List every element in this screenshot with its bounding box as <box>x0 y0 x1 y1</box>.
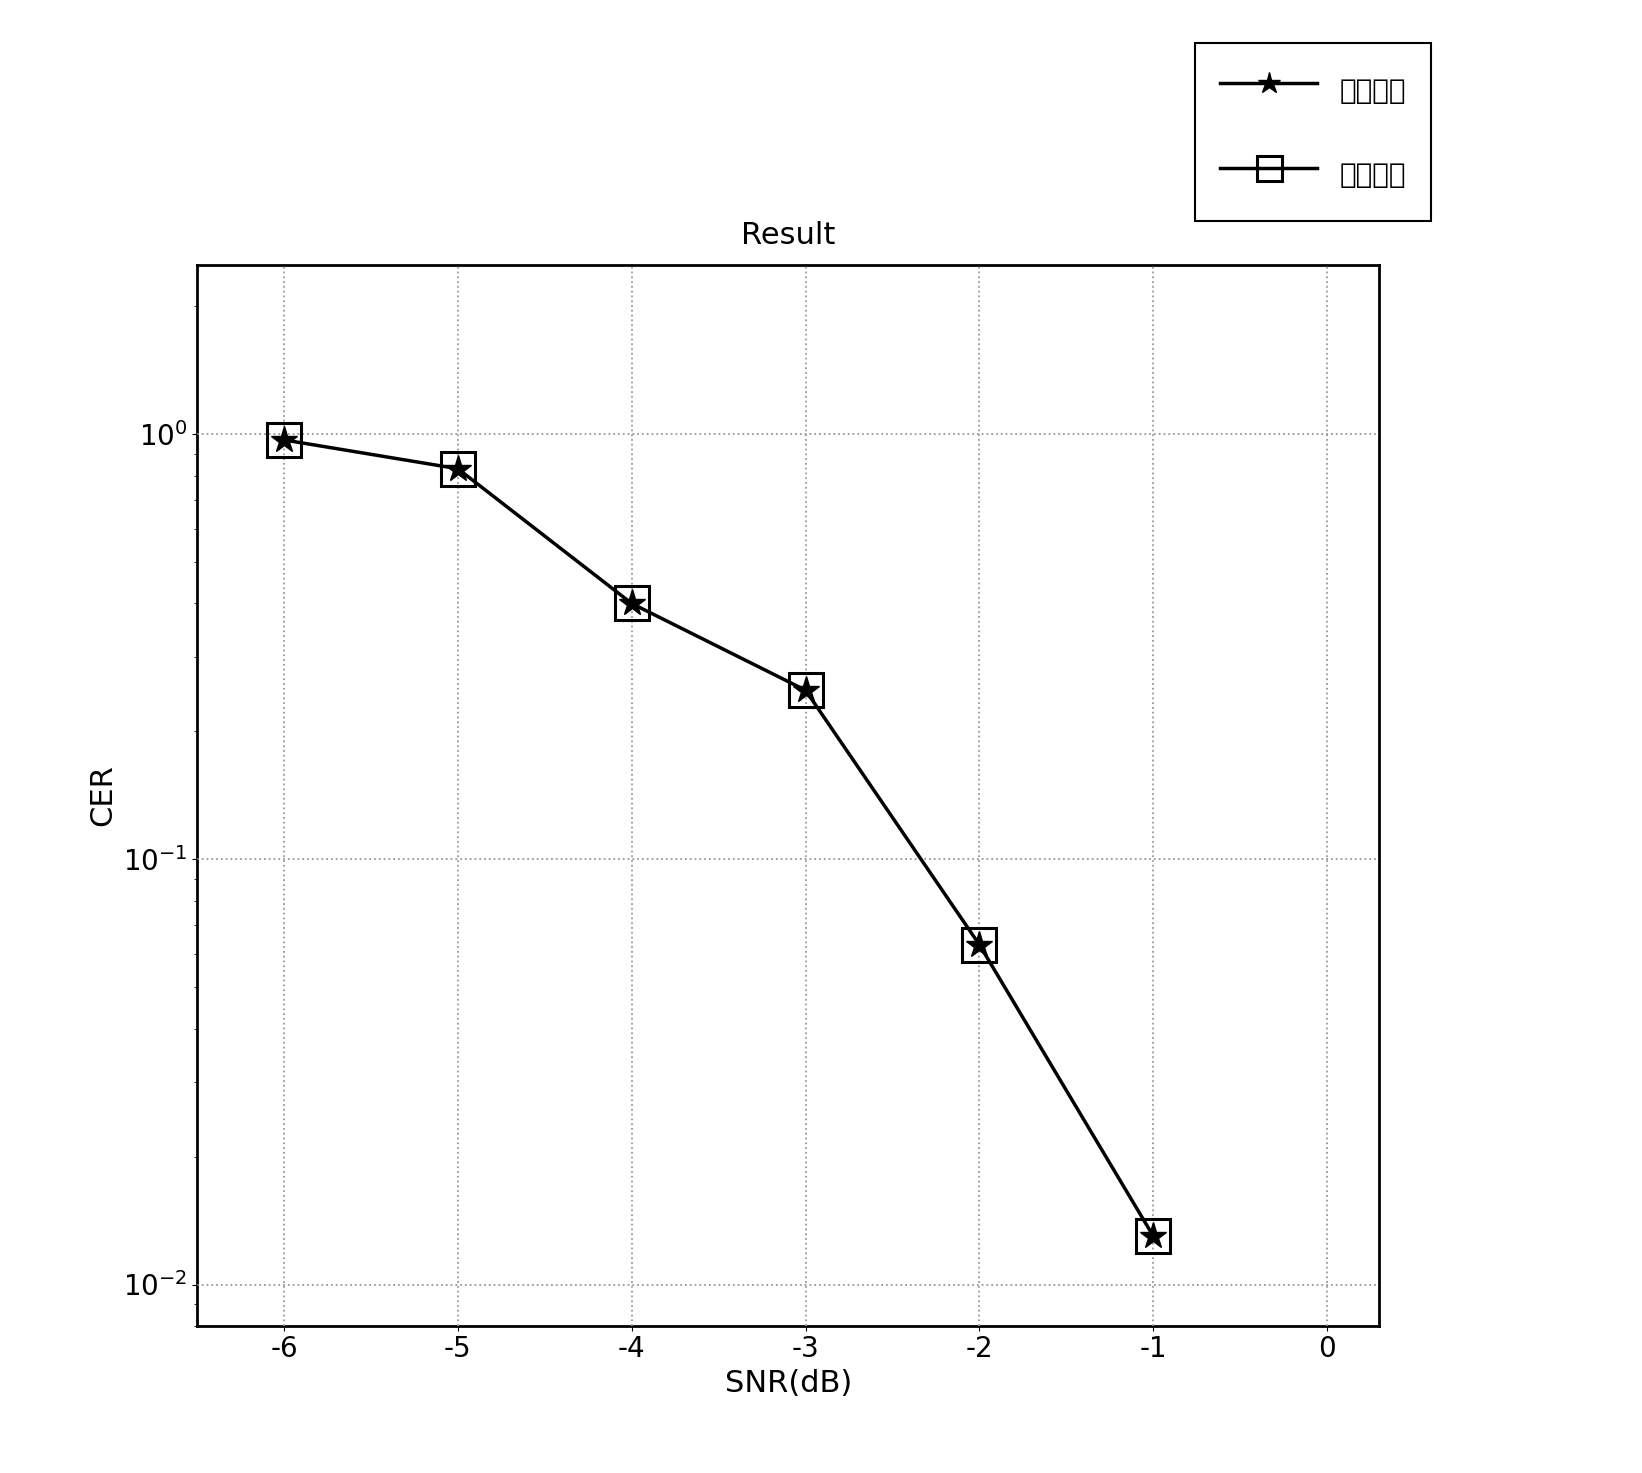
X-axis label: SNR(dB): SNR(dB) <box>724 1368 852 1398</box>
Y-axis label: CER: CER <box>89 764 117 826</box>
Legend: 漏报概率, 全漏概率: 漏报概率, 全漏概率 <box>1195 43 1432 221</box>
Title: Result: Result <box>741 221 836 250</box>
